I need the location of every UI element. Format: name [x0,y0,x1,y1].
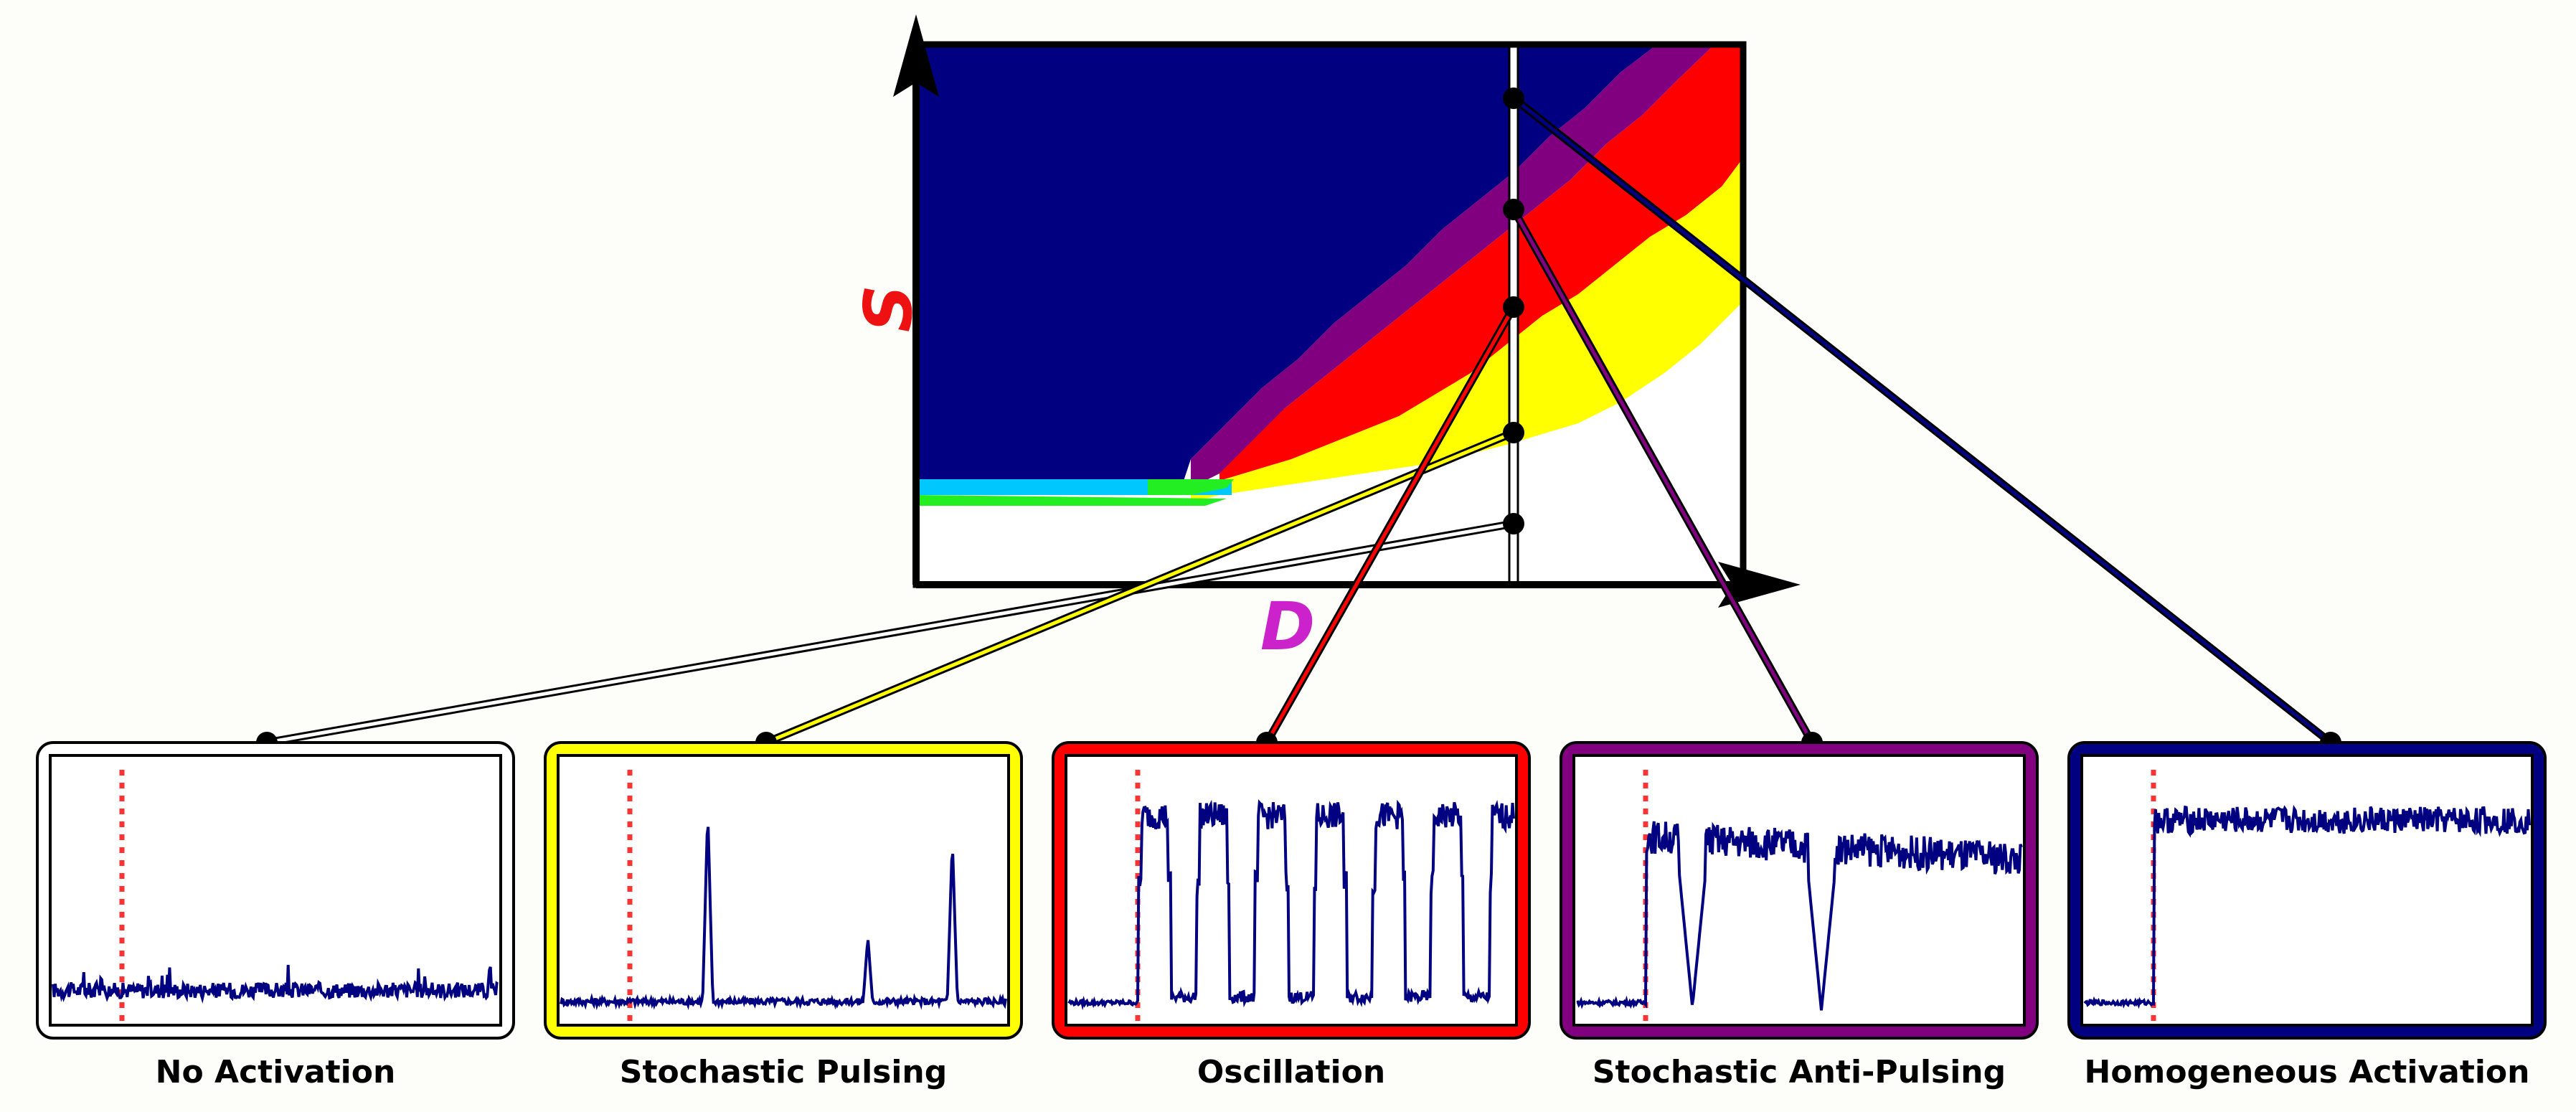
trace-panels: No Activation Stochastic Pulsing Oscillati… [36,741,2547,1090]
connector-line [1511,208,1814,744]
panel-high: Homogeneous Activation [2067,741,2547,1090]
panel-antipulse: Stochastic Anti-Pulsing [1560,741,2039,1090]
panel-oscillation: Oscillation [1052,741,1531,1090]
connector-line [1512,97,2332,744]
connector-line [1265,306,1516,744]
panel-caption: Oscillation [1197,1054,1385,1090]
panel-caption: Homogeneous Activation [2085,1054,2530,1090]
y-axis-label: S [850,285,927,332]
phase-diagram: D S [850,14,1801,665]
panel-caption: Stochastic Pulsing [620,1054,948,1090]
trace-line [1576,821,2023,1011]
x-axis-arrow-icon [1718,562,1801,608]
trace-line [1067,798,1515,1011]
region-oscillation [1219,44,1743,481]
slice-point [1503,199,1524,220]
panel-caption: Stochastic Anti-Pulsing [1593,1054,2006,1090]
panel-pulses: Stochastic Pulsing [544,741,1023,1090]
panel-plot-area [557,754,1010,1027]
panel-plot-area [1572,754,2026,1027]
panel-plot-area [1065,754,1518,1027]
panel-plot-area [2080,754,2534,1027]
trace-line [560,826,1007,1011]
y-axis-arrow-icon [893,14,939,97]
trace-line [2083,804,2531,1009]
panel-flat: No Activation [36,741,515,1090]
slice-point [1503,513,1524,534]
region-green-band [916,479,1234,506]
x-axis-label: D [1260,588,1315,665]
connector-line [765,430,1514,745]
slice-point [1503,88,1524,109]
region-homogeneous-activation [916,44,1657,481]
panel-caption: No Activation [156,1054,396,1090]
connector-line [266,522,1514,745]
slice-point [1503,296,1524,318]
region-stochastic-pulsing [1191,158,1743,502]
trace-line [52,964,499,1004]
slice-point [1503,422,1524,443]
